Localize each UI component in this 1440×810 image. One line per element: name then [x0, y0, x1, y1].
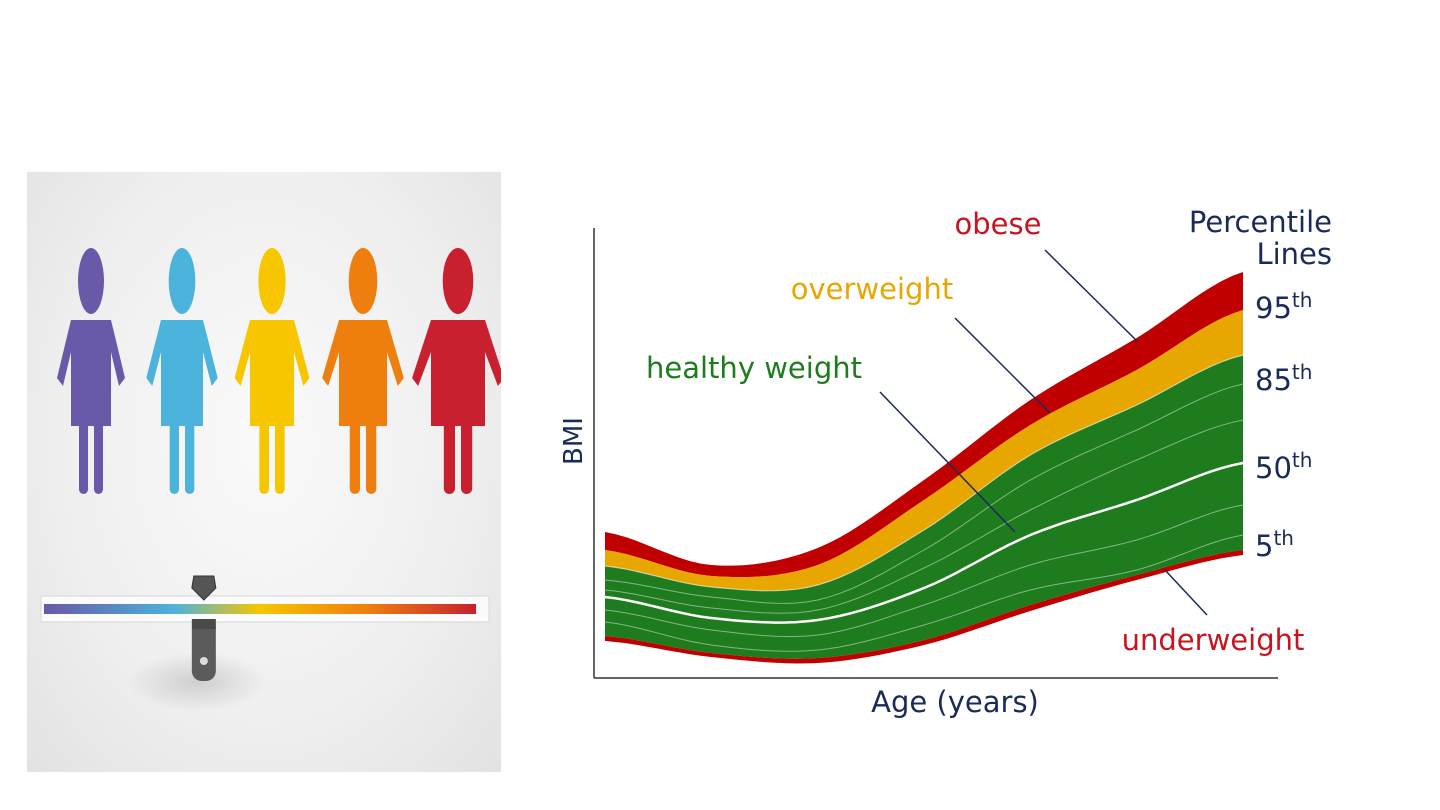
healthy-weight-label: healthy weight	[646, 351, 862, 385]
legend-title-line2: Lines	[1256, 237, 1332, 271]
healthy-weight-band	[605, 355, 1243, 659]
figures-svg	[40, 248, 501, 712]
person-figure-icon	[412, 248, 501, 494]
percentile-lines	[604, 354, 1244, 652]
percentile-label-50: 50th	[1255, 448, 1312, 485]
percentile-label-85: 85th	[1255, 360, 1312, 397]
underweight-leader-line	[1164, 569, 1208, 616]
percentile-line-p25	[604, 504, 1244, 637]
percentile-line-p85	[604, 354, 1244, 592]
y-axis-label: BMI	[559, 417, 589, 465]
percentile-label-95: 95th	[1255, 288, 1312, 325]
person-figure-icon	[322, 248, 404, 494]
bmi-figures-illustration	[27, 172, 501, 772]
underweight-label: underweight	[1122, 623, 1305, 657]
chart-bands	[605, 272, 1243, 664]
obese-leader-line	[1044, 249, 1139, 343]
healthy-leader-line	[879, 391, 1016, 533]
percentile-line-p75	[604, 383, 1244, 604]
x-axis-label: Age (years)	[871, 685, 1039, 719]
bmi-color-scale	[44, 604, 476, 614]
percentile-line-p60	[604, 419, 1244, 614]
percentile-line-p10	[604, 534, 1244, 652]
person-figure-icon	[146, 248, 218, 494]
people-figures	[57, 248, 501, 494]
percentile-label-5: 5th	[1255, 526, 1294, 563]
percentile-line-p50	[604, 461, 1244, 624]
person-figure-icon	[234, 248, 310, 494]
slider-shadow	[127, 652, 267, 712]
obese-label: obese	[955, 207, 1042, 241]
legend-title-line1: Percentile	[1189, 205, 1332, 239]
overweight-label: overweight	[791, 272, 953, 306]
overweight-leader-line	[954, 317, 1051, 414]
person-figure-icon	[57, 248, 125, 494]
underweight-band	[605, 550, 1243, 664]
scale-slider-icon	[191, 575, 217, 681]
